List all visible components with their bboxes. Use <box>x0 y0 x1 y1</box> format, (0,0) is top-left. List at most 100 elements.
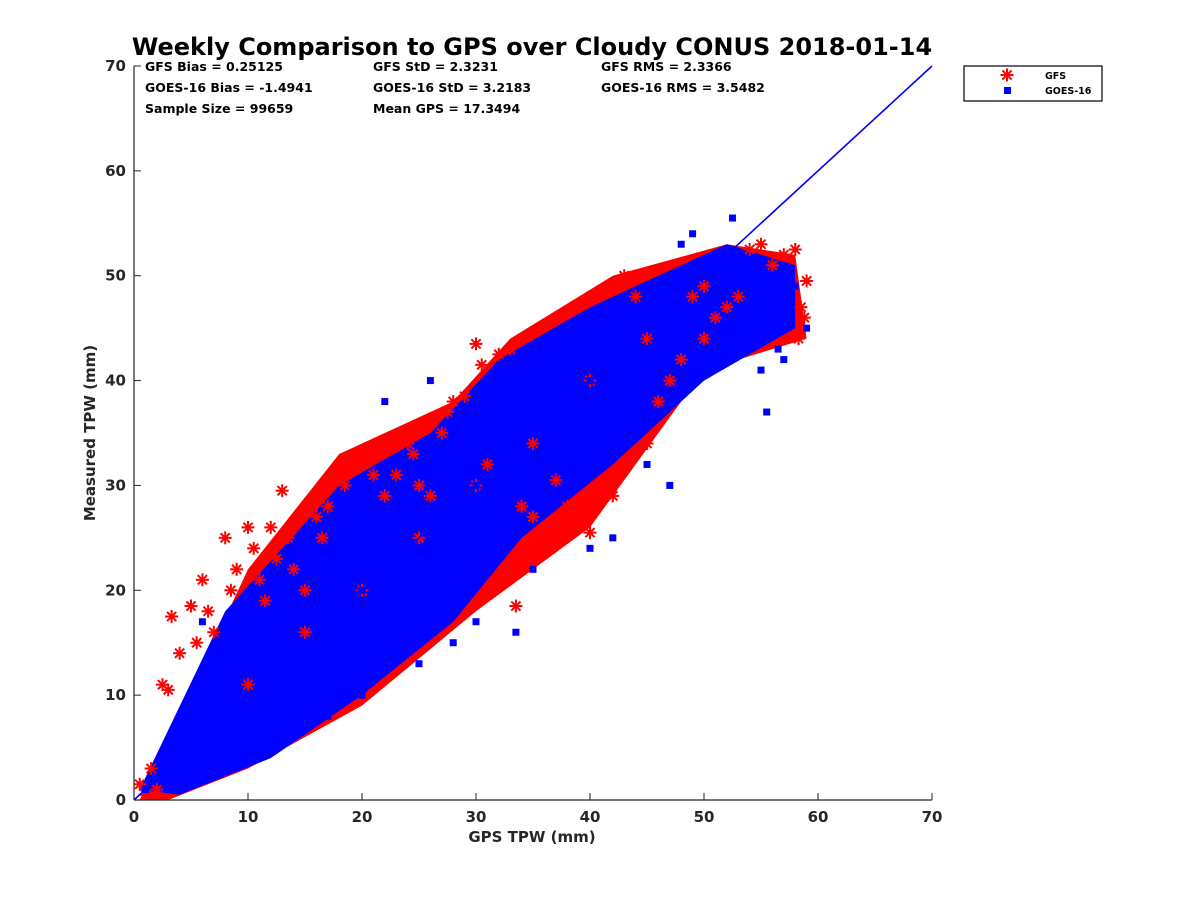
goes16-point <box>187 775 195 783</box>
legend-label-gfs: GFS <box>1045 71 1066 82</box>
goes16-point <box>689 230 697 238</box>
gfs-point <box>241 520 255 534</box>
gfs-point <box>800 274 814 288</box>
gfs-point <box>674 353 688 367</box>
gfs-point <box>583 526 597 540</box>
goes16-point <box>164 770 172 778</box>
goes16-point <box>763 408 771 416</box>
gfs-point <box>195 573 209 587</box>
gfs-point <box>355 457 369 471</box>
square-marker-icon <box>1004 87 1011 94</box>
x-axis-label: GPS TPW (mm) <box>468 828 595 846</box>
goes16-point <box>426 377 434 385</box>
goes16-point <box>729 214 736 222</box>
gfs-point <box>594 478 608 492</box>
gfs-point <box>144 762 158 776</box>
x-tick-label: 10 <box>238 808 259 826</box>
gfs-point <box>247 541 261 555</box>
gfs-point <box>526 510 540 524</box>
gfs-point <box>401 436 415 450</box>
gfs-point <box>207 625 221 639</box>
stat-sample-size: Sample Size = 99659 <box>145 101 293 116</box>
gfs-point <box>515 499 529 513</box>
goes16-point <box>449 639 457 647</box>
goes16-point <box>472 618 480 626</box>
gfs-point <box>640 332 654 346</box>
goes16-point <box>768 272 776 280</box>
goes16-point <box>381 398 389 406</box>
gfs-point <box>743 243 757 256</box>
gfs-point <box>549 473 563 487</box>
reference-line <box>133 65 933 801</box>
goes16-point <box>632 377 640 385</box>
gfs-point <box>458 389 472 403</box>
gfs-point <box>765 258 779 272</box>
stat-goes-std: GOES-16 StD = 3.2183 <box>373 80 531 95</box>
gfs-point <box>792 332 806 346</box>
goes16-point <box>677 240 685 248</box>
gfs-point <box>366 468 380 482</box>
gfs-point <box>503 342 517 356</box>
goes16-point <box>803 324 811 332</box>
y-tick-label: 30 <box>105 476 126 494</box>
gfs-point <box>731 290 745 304</box>
legend-label-goes16: GOES-16 <box>1045 86 1092 97</box>
gfs-point <box>708 311 722 325</box>
gfs-point <box>298 583 312 597</box>
goes16-cloud <box>139 244 796 795</box>
goes16-point <box>609 534 617 542</box>
goes16-point <box>529 565 537 573</box>
goes16-point <box>267 576 275 584</box>
goes16-point <box>358 691 366 699</box>
gfs-point <box>651 395 665 409</box>
gfs-point <box>509 599 523 613</box>
goes16-point <box>415 660 423 668</box>
gfs-point <box>230 562 244 576</box>
x-tick-label: 60 <box>808 808 829 826</box>
gfs-point <box>537 520 551 534</box>
gfs-point <box>332 457 346 471</box>
stat-mean-gps: Mean GPS = 17.3494 <box>373 101 520 116</box>
gfs-point <box>258 594 272 608</box>
gfs-point <box>446 395 460 409</box>
goes16-point <box>335 513 343 521</box>
y-tick-label: 40 <box>105 372 126 390</box>
gfs-point <box>788 243 802 256</box>
goes16-point <box>244 754 252 762</box>
gfs-point <box>287 562 301 576</box>
gfs-point <box>184 599 198 613</box>
gfs-point <box>344 463 358 477</box>
goes16-point <box>512 628 520 636</box>
goes16-point <box>666 481 674 489</box>
goes16-point <box>700 293 708 301</box>
goes16-point <box>198 618 206 626</box>
goes16-point <box>774 345 782 353</box>
gfs-point <box>663 374 677 388</box>
gfs-point <box>617 269 631 283</box>
legend-box <box>963 65 1103 102</box>
gfs-point <box>686 290 700 304</box>
gfs-point <box>161 683 175 697</box>
scatter-density <box>139 244 807 800</box>
goes16-point <box>791 282 799 290</box>
gfs-point <box>173 646 187 660</box>
x-ticks: 0 10 20 30 40 50 60 70 <box>129 793 943 826</box>
gfs-point <box>298 625 312 639</box>
gfs-point <box>165 610 179 623</box>
legend-item-gfs: GFS <box>1000 68 1066 82</box>
goes16-point <box>677 303 685 311</box>
gfs-point <box>150 783 164 797</box>
asterisk-marker-icon <box>1000 68 1014 82</box>
gfs-point <box>412 478 426 492</box>
x-tick-label: 40 <box>580 808 601 826</box>
x-tick-label: 70 <box>922 808 943 826</box>
gfs-point <box>797 311 811 325</box>
gfs-point <box>264 520 278 534</box>
gfs-point <box>321 499 335 513</box>
goes16-point <box>221 765 229 773</box>
y-tick-label: 70 <box>105 57 126 75</box>
goes16-point <box>746 272 754 280</box>
stat-goes-bias: GOES-16 Bias = -1.4941 <box>145 80 313 95</box>
stat-gfs-bias: GFS Bias = 0.25125 <box>145 59 283 74</box>
goes16-point <box>290 733 298 741</box>
